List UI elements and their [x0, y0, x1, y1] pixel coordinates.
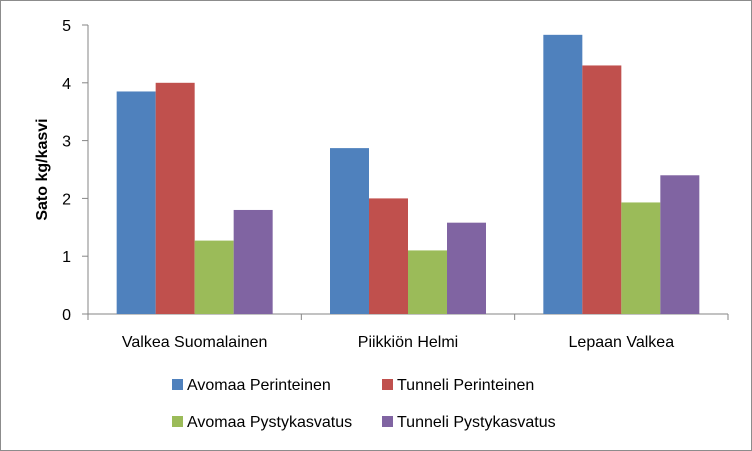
- bar: [194, 240, 234, 314]
- legend-swatch: [382, 379, 393, 390]
- legend-label: Avomaa Perinteinen: [187, 377, 331, 394]
- legend-label: Tunneli Perinteinen: [397, 377, 534, 394]
- bar: [543, 34, 583, 315]
- y-axis-title: Sato kg/kasvi: [34, 118, 51, 220]
- bar: [582, 65, 622, 315]
- legend: Avomaa Perinteinen Tunneli Perinteinen Avo…: [172, 377, 556, 431]
- bar: [155, 82, 195, 314]
- x-category-label: Piikkiön Helmi: [358, 334, 458, 351]
- x-category-label: Valkea Suomalainen: [122, 334, 268, 351]
- legend-label: Tunneli Pystykasvatus: [397, 414, 556, 431]
- legend-label: Avomaa Pystykasvatus: [187, 414, 352, 431]
- y-tick-label: 3: [62, 134, 71, 151]
- bar: [660, 175, 700, 314]
- y-tick-label: 4: [62, 76, 71, 93]
- legend-swatch: [172, 416, 183, 427]
- bar: [447, 222, 486, 314]
- y-tick-label: 0: [62, 307, 71, 324]
- bar: [233, 209, 273, 314]
- bar: [369, 198, 408, 314]
- y-tick-label: 5: [62, 18, 71, 35]
- labels: 0 1 2 3 4 5 Valkea Suomalainen Piikkiön Helmi Le…: [34, 18, 674, 351]
- x-category-label: Lepaan Valkea: [569, 334, 675, 351]
- bar: [408, 250, 447, 314]
- bars: [116, 34, 700, 315]
- bar: [116, 91, 156, 314]
- legend-swatch: [382, 416, 393, 427]
- y-tick-label: 1: [62, 249, 71, 266]
- legend-swatch: [172, 379, 183, 390]
- y-tick-label: 2: [62, 191, 71, 208]
- bar: [621, 202, 661, 314]
- bar: [330, 148, 369, 314]
